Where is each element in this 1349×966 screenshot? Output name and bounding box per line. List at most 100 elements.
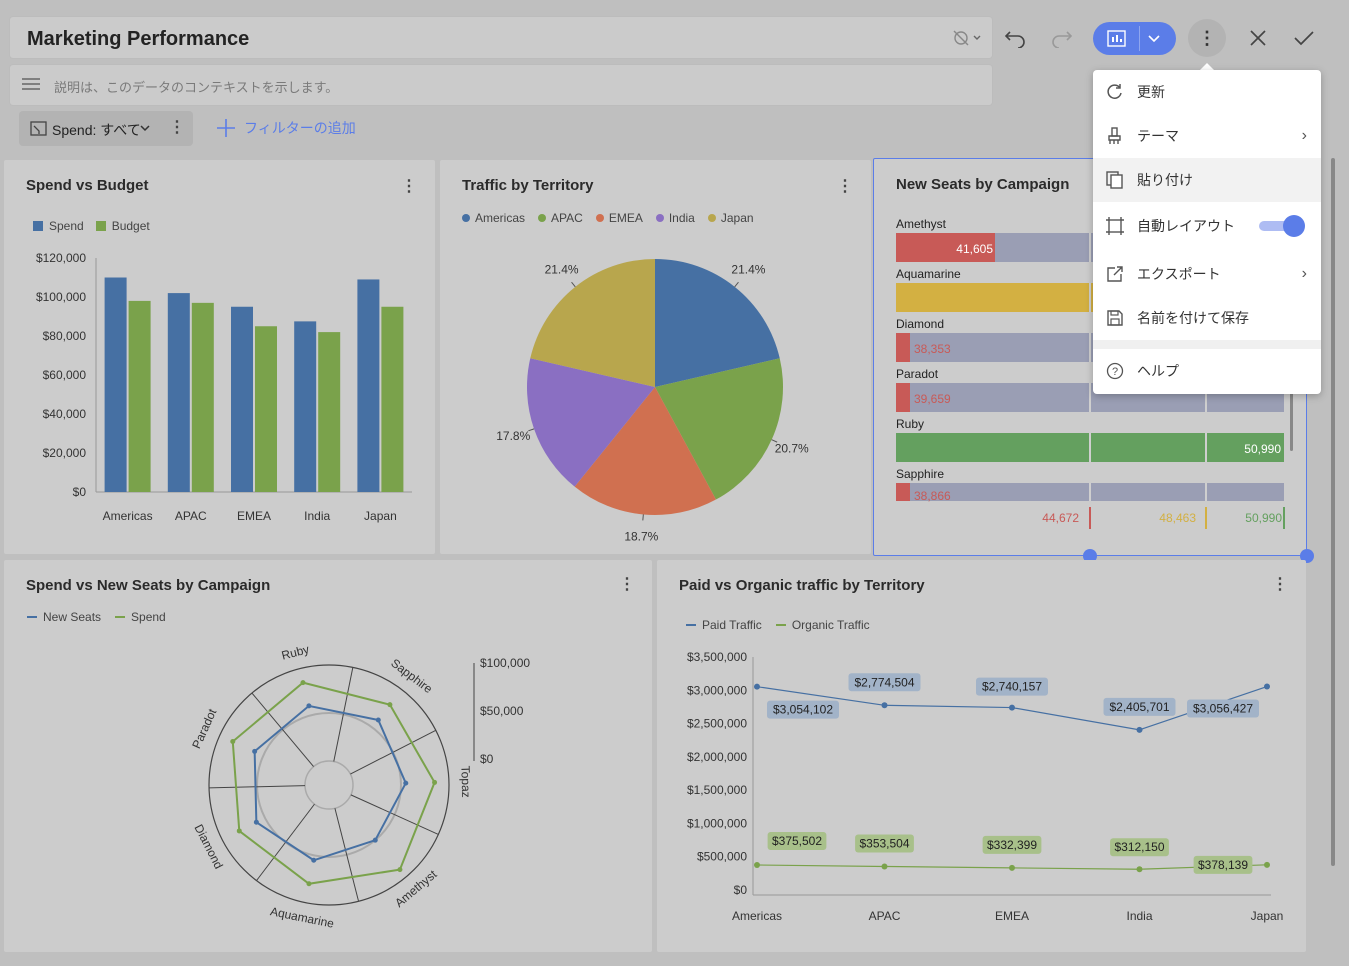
- more-options-button[interactable]: ⋮: [1188, 19, 1226, 57]
- pie-slice-japan: [530, 259, 655, 387]
- add-filter-button[interactable]: フィルターの追加: [216, 117, 356, 139]
- radar-spoke: [333, 667, 354, 762]
- data-label: $332,399: [987, 838, 1037, 852]
- data-label-box: [1110, 838, 1169, 857]
- close-icon[interactable]: [1245, 24, 1271, 52]
- menu-item-export[interactable]: エクスポート ›: [1093, 252, 1321, 296]
- panel-paid-vs-organic[interactable]: Paid vs Organic traffic by Territory ⋮ P…: [657, 560, 1306, 952]
- resize-handle[interactable]: [1300, 549, 1314, 563]
- radar-spoke: [251, 692, 314, 767]
- menu-item-auto-layout[interactable]: 自動レイアウト: [1093, 204, 1321, 248]
- chart-legend: Paid Traffic Organic Traffic: [686, 618, 870, 632]
- add-filter-label: フィルターの追加: [244, 120, 356, 136]
- title-field[interactable]: Marketing Performance: [9, 16, 993, 59]
- y-tick-label: $3,500,000: [687, 650, 747, 664]
- panel-title: Paid vs Organic traffic by Territory: [679, 577, 925, 594]
- bar-spend: [357, 279, 380, 492]
- panel-spend-vs-new-seats[interactable]: Spend vs New Seats by Campaign ⋮ New Sea…: [4, 560, 652, 952]
- menu-item-label: テーマ: [1137, 128, 1179, 144]
- redo-icon[interactable]: [1047, 24, 1077, 52]
- menu-item-help[interactable]: ? ヘルプ: [1093, 349, 1321, 393]
- radar-inner-ring: [304, 760, 354, 810]
- line-point: [754, 683, 760, 690]
- line-point: [1136, 866, 1143, 873]
- bar-budget: [318, 332, 341, 492]
- save-icon: [1105, 308, 1125, 328]
- pie-chart-traffic: 21.4% 20.7% 18.7% 17.8% 21.4%: [496, 259, 809, 543]
- y-tick-label: $3,000,000: [687, 683, 747, 697]
- menu-item-refresh[interactable]: 更新: [1093, 70, 1321, 114]
- resize-handle[interactable]: [1083, 549, 1097, 563]
- y-tick-label: $500,000: [697, 850, 747, 864]
- panel-more-icon[interactable]: ⋮: [619, 576, 635, 593]
- menu-item-theme[interactable]: テーマ ›: [1093, 114, 1321, 158]
- panel-traffic-by-territory[interactable]: Traffic by Territory ⋮ Americas APAC EMEA I…: [440, 160, 871, 554]
- description-field[interactable]: 説明は、このデータのコンテキストを示します。: [9, 64, 993, 106]
- bar-spend: [294, 321, 317, 492]
- bar-budget: [191, 302, 214, 492]
- radar-point: [432, 779, 438, 785]
- radar-spoke: [350, 794, 439, 835]
- bar-budget: [255, 326, 277, 492]
- page-scrollbar[interactable]: [1331, 158, 1335, 866]
- bar-budget: [381, 306, 404, 492]
- pie-leader-line: [642, 514, 644, 521]
- chevron-down-icon[interactable]: [139, 121, 151, 139]
- legend-dot: [595, 214, 604, 222]
- menu-item-label: ヘルプ: [1137, 363, 1179, 379]
- x-tick-label: EMEA: [995, 909, 1029, 923]
- panel-more-icon[interactable]: ⋮: [1272, 576, 1288, 593]
- line-point: [1009, 704, 1015, 711]
- bar-chart-spend-budget: $120,000 $100,000 $80,000 $60,000 $40,000 $20…: [36, 251, 412, 523]
- legend-line-paid: [686, 624, 696, 626]
- radar-mid-ring: [256, 712, 402, 858]
- radar-point: [230, 739, 236, 745]
- radar-point: [236, 828, 242, 834]
- auto-layout-toggle[interactable]: [1259, 215, 1305, 237]
- bar-spend: [231, 306, 253, 492]
- radar-spoke: [209, 785, 306, 789]
- x-tick-label: Americas: [103, 509, 153, 523]
- legend-line-organic: [775, 624, 786, 626]
- chevron-right-icon: ›: [1301, 265, 1307, 282]
- scrollbar[interactable]: [1290, 389, 1293, 451]
- menu-item-label: 名前を付けて保存: [1137, 310, 1249, 326]
- legend-label: Budget: [111, 219, 150, 233]
- menu-item-save-as[interactable]: 名前を付けて保存: [1093, 296, 1321, 340]
- radar-point: [252, 748, 258, 754]
- panel-more-icon[interactable]: ⋮: [837, 178, 853, 195]
- chevron-down-icon[interactable]: [1147, 32, 1161, 50]
- panel-title: Spend vs New Seats by Campaign: [26, 577, 271, 594]
- legend-label: India: [668, 211, 695, 225]
- data-label: $312,150: [1114, 840, 1164, 854]
- data-label: $3,056,427: [1193, 702, 1253, 716]
- panel-spend-vs-budget[interactable]: Spend vs Budget ⋮ Spend Budget $120,000 $…: [4, 160, 435, 554]
- bar-budget: [128, 300, 151, 492]
- data-label-box: [848, 673, 921, 692]
- panel-title: New Seats by Campaign: [896, 176, 1070, 193]
- menu-item-paste[interactable]: 貼り付け: [1093, 158, 1321, 202]
- menu-divider: [1093, 340, 1321, 349]
- check-icon[interactable]: [1290, 24, 1318, 52]
- filter-more-icon[interactable]: ⋮: [169, 119, 185, 136]
- line-point: [1009, 864, 1015, 871]
- radar-point: [403, 780, 409, 786]
- radar-point: [397, 867, 403, 873]
- filter-label: Spend: すべて: [52, 122, 141, 138]
- visibility-icon[interactable]: [950, 28, 982, 48]
- undo-icon[interactable]: [1000, 24, 1030, 52]
- panel-more-icon[interactable]: ⋮: [401, 178, 417, 195]
- legend-dot: [462, 214, 470, 222]
- radar-category-label: Ruby: [280, 642, 311, 662]
- pie-label: 20.7%: [775, 442, 809, 456]
- bar-value: [896, 483, 910, 501]
- filter-chip[interactable]: Spend: すべて ⋮: [19, 111, 193, 146]
- visualization-button[interactable]: [1093, 22, 1176, 55]
- y-tick-label: $1,500,000: [687, 783, 747, 797]
- data-label: $2,740,157: [982, 680, 1042, 694]
- radar-category-label: Diamond: [192, 822, 226, 871]
- y-tick-label: $2,000,000: [687, 750, 747, 764]
- bar-value-label: 50,990: [1244, 442, 1281, 456]
- dashboard-title[interactable]: Marketing Performance: [27, 28, 250, 50]
- bar-value-label: 41,605: [956, 242, 993, 256]
